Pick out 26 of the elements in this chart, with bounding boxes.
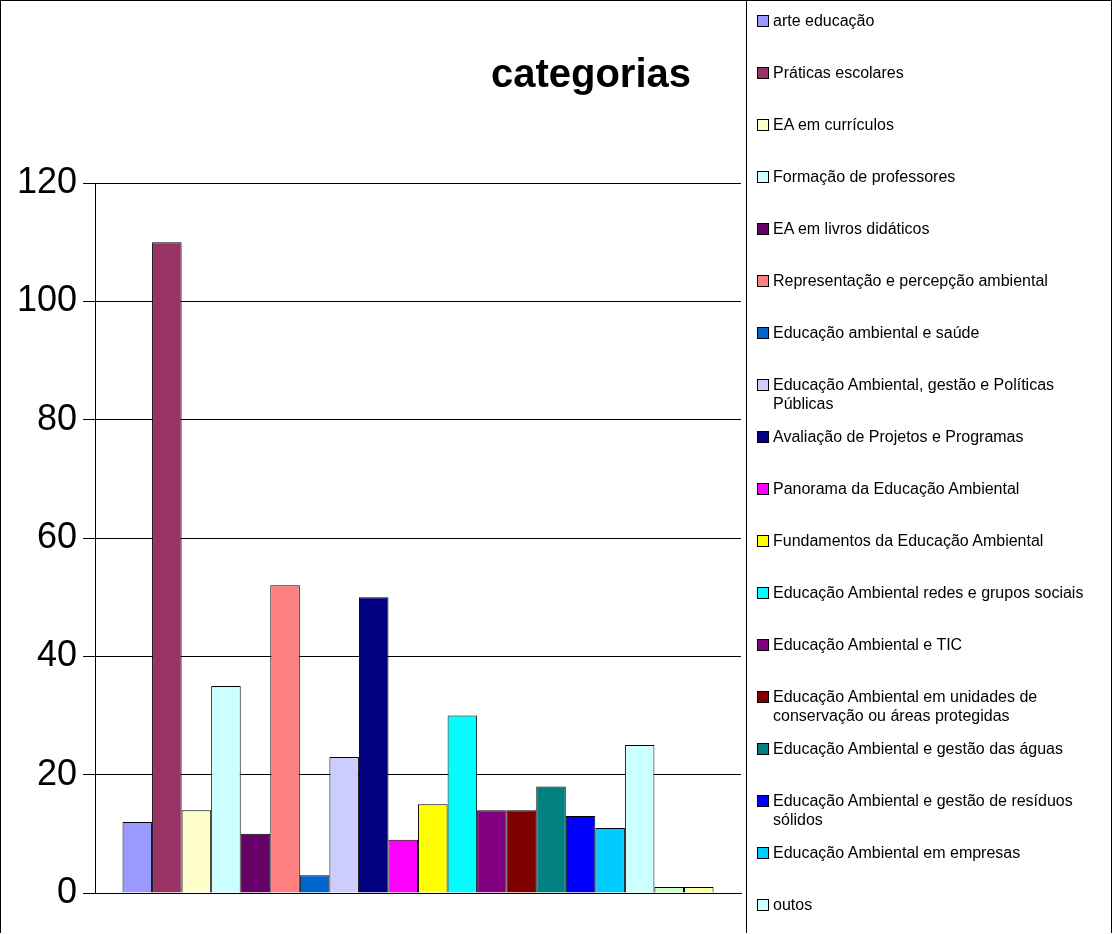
legend-label: Formação de professores (772, 167, 957, 186)
legend-label: Educação Ambiental e gestão de resíduos sólidos (772, 791, 1074, 829)
legend-label: Panorama da Educação Ambiental (772, 479, 1021, 498)
legend-label: outos (772, 895, 814, 914)
legend-label: Educação Ambiental em empresas (772, 843, 1022, 862)
chart-title: categorias (490, 51, 691, 96)
y-tick-label: 20 (37, 751, 78, 793)
legend-label: arte educação (772, 11, 876, 30)
legend-label: Educação Ambiental, gestão e Políticas Públicas (772, 375, 1056, 413)
legend-label: Representação e percepção ambiental (772, 271, 1049, 290)
y-tick-label: 60 (37, 514, 78, 556)
legend-label: Educação ambiental e saúde (772, 323, 981, 342)
legend-label: Avaliação de Projetos e Programas (772, 427, 1025, 446)
y-tick-label: 0 (57, 869, 78, 911)
legend-label: Práticas escolares (772, 63, 905, 82)
legend-label: Educação Ambiental e gestão das águas (772, 739, 1064, 758)
legend-label: Fundamentos da Educação Ambiental (772, 531, 1045, 550)
y-tick-label: 100 (16, 278, 78, 320)
y-tick-label: 40 (37, 633, 78, 675)
legend-label: EA em livros didáticos (772, 219, 931, 238)
y-tick-label: 80 (37, 396, 78, 438)
legend-label: Educação Ambiental redes e grupos sociais (772, 583, 1085, 602)
y-tick-label: 120 (16, 159, 78, 201)
legend-label: Educação Ambiental em unidades de conservação ou áreas protegidas (772, 687, 1039, 725)
legend-label: EA em currículos (772, 115, 895, 134)
legend-label: Educação Ambiental e TIC (772, 635, 964, 654)
